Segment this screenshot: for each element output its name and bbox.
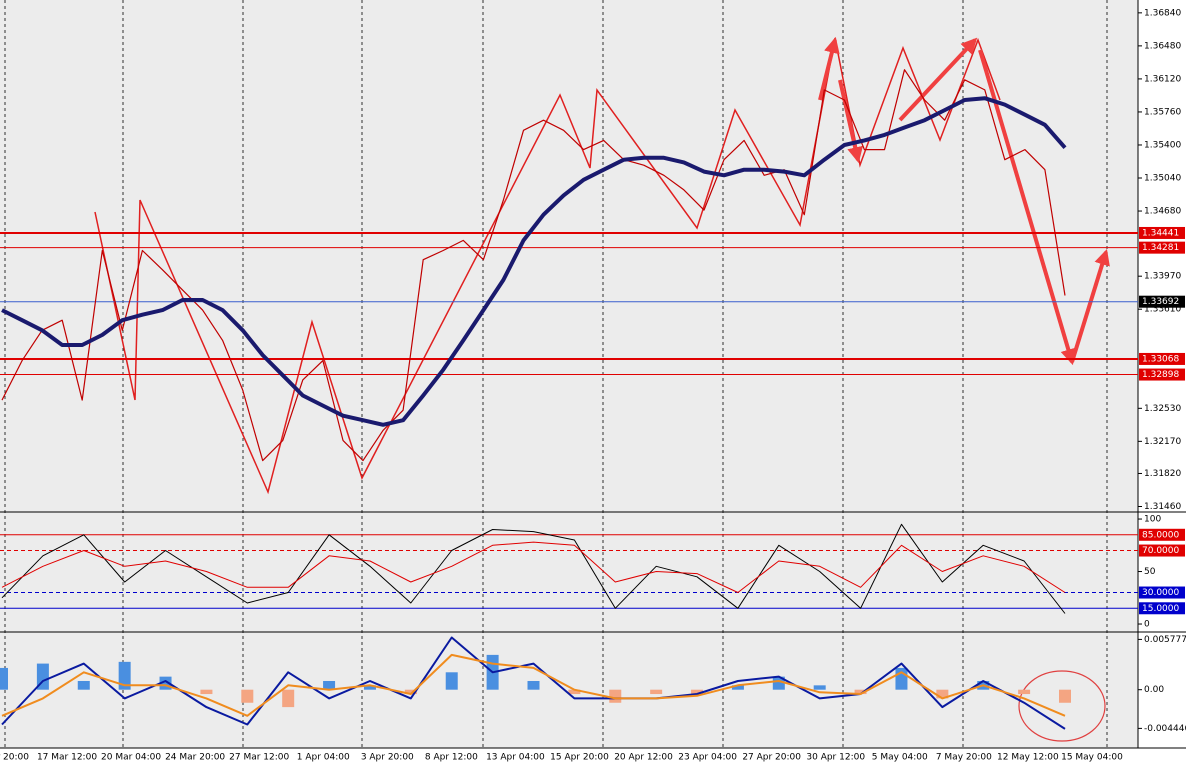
level-label: 15.0000 bbox=[1142, 604, 1179, 614]
histogram-bar bbox=[118, 661, 131, 690]
y-tick-label: 1.33970 bbox=[1144, 272, 1181, 282]
x-tick-label: 8 Apr 12:00 bbox=[425, 753, 478, 763]
highlight-circle bbox=[1018, 670, 1106, 742]
y-tick-label: 1.34680 bbox=[1144, 207, 1181, 217]
y-tick-label: 1.35040 bbox=[1144, 174, 1181, 184]
x-tick-label: 12 May 12:00 bbox=[997, 753, 1059, 763]
histogram-bar bbox=[1059, 689, 1071, 703]
level-label-box bbox=[1139, 295, 1185, 308]
level-label-box bbox=[1139, 602, 1185, 615]
histogram-bar bbox=[936, 689, 949, 699]
y-tick-label: 1.33610 bbox=[1144, 305, 1181, 315]
series-line bbox=[1, 541, 1066, 593]
y-tick-label: 1.32530 bbox=[1144, 404, 1181, 414]
x-tick-label: r 20:00 bbox=[0, 753, 29, 763]
y-tick-label: 0.0057779 bbox=[1144, 635, 1186, 645]
level-label-box bbox=[1139, 528, 1185, 541]
level-label-box bbox=[1139, 586, 1185, 599]
histogram-bar bbox=[527, 680, 540, 690]
x-tick-label: 15 Apr 20:00 bbox=[550, 753, 609, 763]
level-label: 1.33692 bbox=[1142, 297, 1179, 307]
histogram-bar bbox=[609, 689, 622, 703]
y-tick-label: 1.36480 bbox=[1144, 41, 1181, 51]
y-tick-label: 1.35400 bbox=[1144, 140, 1181, 150]
y-tick-label: 1.36840 bbox=[1144, 8, 1181, 18]
series-line bbox=[1, 96, 1067, 427]
level-label-box bbox=[1139, 368, 1185, 381]
y-tick-label: 1.31460 bbox=[1144, 502, 1181, 512]
level-label: 1.34441 bbox=[1142, 228, 1179, 238]
y-tick-label: -0.004446 bbox=[1144, 724, 1186, 734]
x-tick-label: 27 Mar 12:00 bbox=[229, 753, 289, 763]
histogram-bar bbox=[568, 689, 581, 695]
x-tick-label: 20 Mar 04:00 bbox=[101, 753, 161, 763]
histogram-bar bbox=[650, 689, 663, 695]
x-tick-label: 20 Apr 12:00 bbox=[614, 753, 673, 763]
y-tick-label: 0 bbox=[1144, 620, 1150, 630]
x-tick-label: 1 Apr 04:00 bbox=[297, 753, 350, 763]
x-tick-label: 24 Mar 20:00 bbox=[165, 753, 225, 763]
x-tick-label: 13 Apr 04:00 bbox=[486, 753, 545, 763]
histogram-bar bbox=[77, 680, 90, 690]
histogram-bar bbox=[895, 667, 908, 690]
histogram-bar bbox=[731, 685, 744, 690]
y-tick-label: 100 bbox=[1144, 515, 1161, 525]
x-tick-label: 5 May 04:00 bbox=[872, 753, 928, 763]
y-tick-label: 1.35760 bbox=[1144, 107, 1181, 117]
y-tick-label: 50 bbox=[1144, 567, 1156, 577]
level-label: 1.32898 bbox=[1142, 370, 1179, 380]
histogram-bar bbox=[323, 680, 336, 690]
histogram-bar bbox=[241, 689, 254, 703]
histogram-bar bbox=[772, 676, 785, 690]
level-label: 85.0000 bbox=[1142, 530, 1179, 540]
time-grid bbox=[4, 0, 1108, 748]
series-line bbox=[1, 523, 1066, 614]
level-label: 1.33068 bbox=[1142, 354, 1179, 364]
histogram-bar bbox=[813, 685, 826, 690]
histogram-bar bbox=[691, 689, 704, 695]
y-tick-label: 1.36120 bbox=[1144, 74, 1181, 84]
level-label-box bbox=[1139, 226, 1185, 239]
level-label: 30.0000 bbox=[1142, 588, 1179, 598]
series-line bbox=[1, 69, 1066, 462]
y-tick-label: 1.32170 bbox=[1144, 437, 1181, 447]
x-tick-label: 27 Apr 20:00 bbox=[742, 753, 801, 763]
y-tick-label: 1.31820 bbox=[1144, 469, 1181, 479]
x-tick-label: 7 May 20:00 bbox=[936, 753, 992, 763]
level-label-box bbox=[1139, 241, 1185, 254]
panel-borders bbox=[0, 0, 1186, 749]
histogram-bar bbox=[200, 689, 213, 695]
histogram-bar bbox=[282, 689, 295, 708]
histogram-bar bbox=[854, 689, 867, 695]
plot-background bbox=[0, 0, 1138, 748]
histogram-bar bbox=[0, 667, 8, 690]
level-label-box bbox=[1139, 352, 1185, 365]
level-label-box bbox=[1139, 544, 1185, 557]
y-tick-label: 0.00 bbox=[1144, 685, 1164, 695]
x-tick-label: 3 Apr 20:00 bbox=[361, 753, 414, 763]
x-tick-label: 23 Apr 04:00 bbox=[678, 753, 737, 763]
x-tick-label: 15 May 04:00 bbox=[1061, 753, 1123, 763]
level-label: 70.0000 bbox=[1142, 546, 1179, 556]
level-label: 1.34281 bbox=[1142, 243, 1179, 253]
histogram-bar bbox=[1018, 689, 1031, 695]
x-tick-label: 17 Mar 12:00 bbox=[37, 753, 97, 763]
histogram-bar bbox=[445, 672, 458, 690]
histogram-bar bbox=[363, 685, 376, 690]
histogram-bar bbox=[404, 689, 417, 695]
x-tick-label: 30 Apr 12:00 bbox=[806, 753, 865, 763]
series-line bbox=[1, 653, 1066, 717]
